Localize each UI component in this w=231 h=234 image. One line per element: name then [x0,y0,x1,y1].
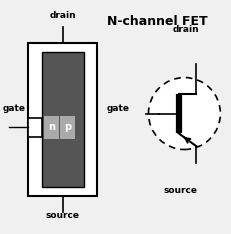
Bar [43,116,58,139]
Text: N-channel FET: N-channel FET [107,15,207,28]
Circle shape [148,77,219,150]
Text: drain: drain [49,11,76,20]
Text: p: p [64,122,71,132]
Text: source: source [163,186,197,195]
Bar [28,117,42,137]
Text: gate: gate [2,104,25,113]
Text: drain: drain [172,25,198,34]
Text: n: n [47,122,55,132]
Text: source: source [46,211,79,220]
Text: gate: gate [106,104,129,113]
Bar [42,52,83,186]
Bar [60,116,75,139]
Bar [28,43,97,196]
